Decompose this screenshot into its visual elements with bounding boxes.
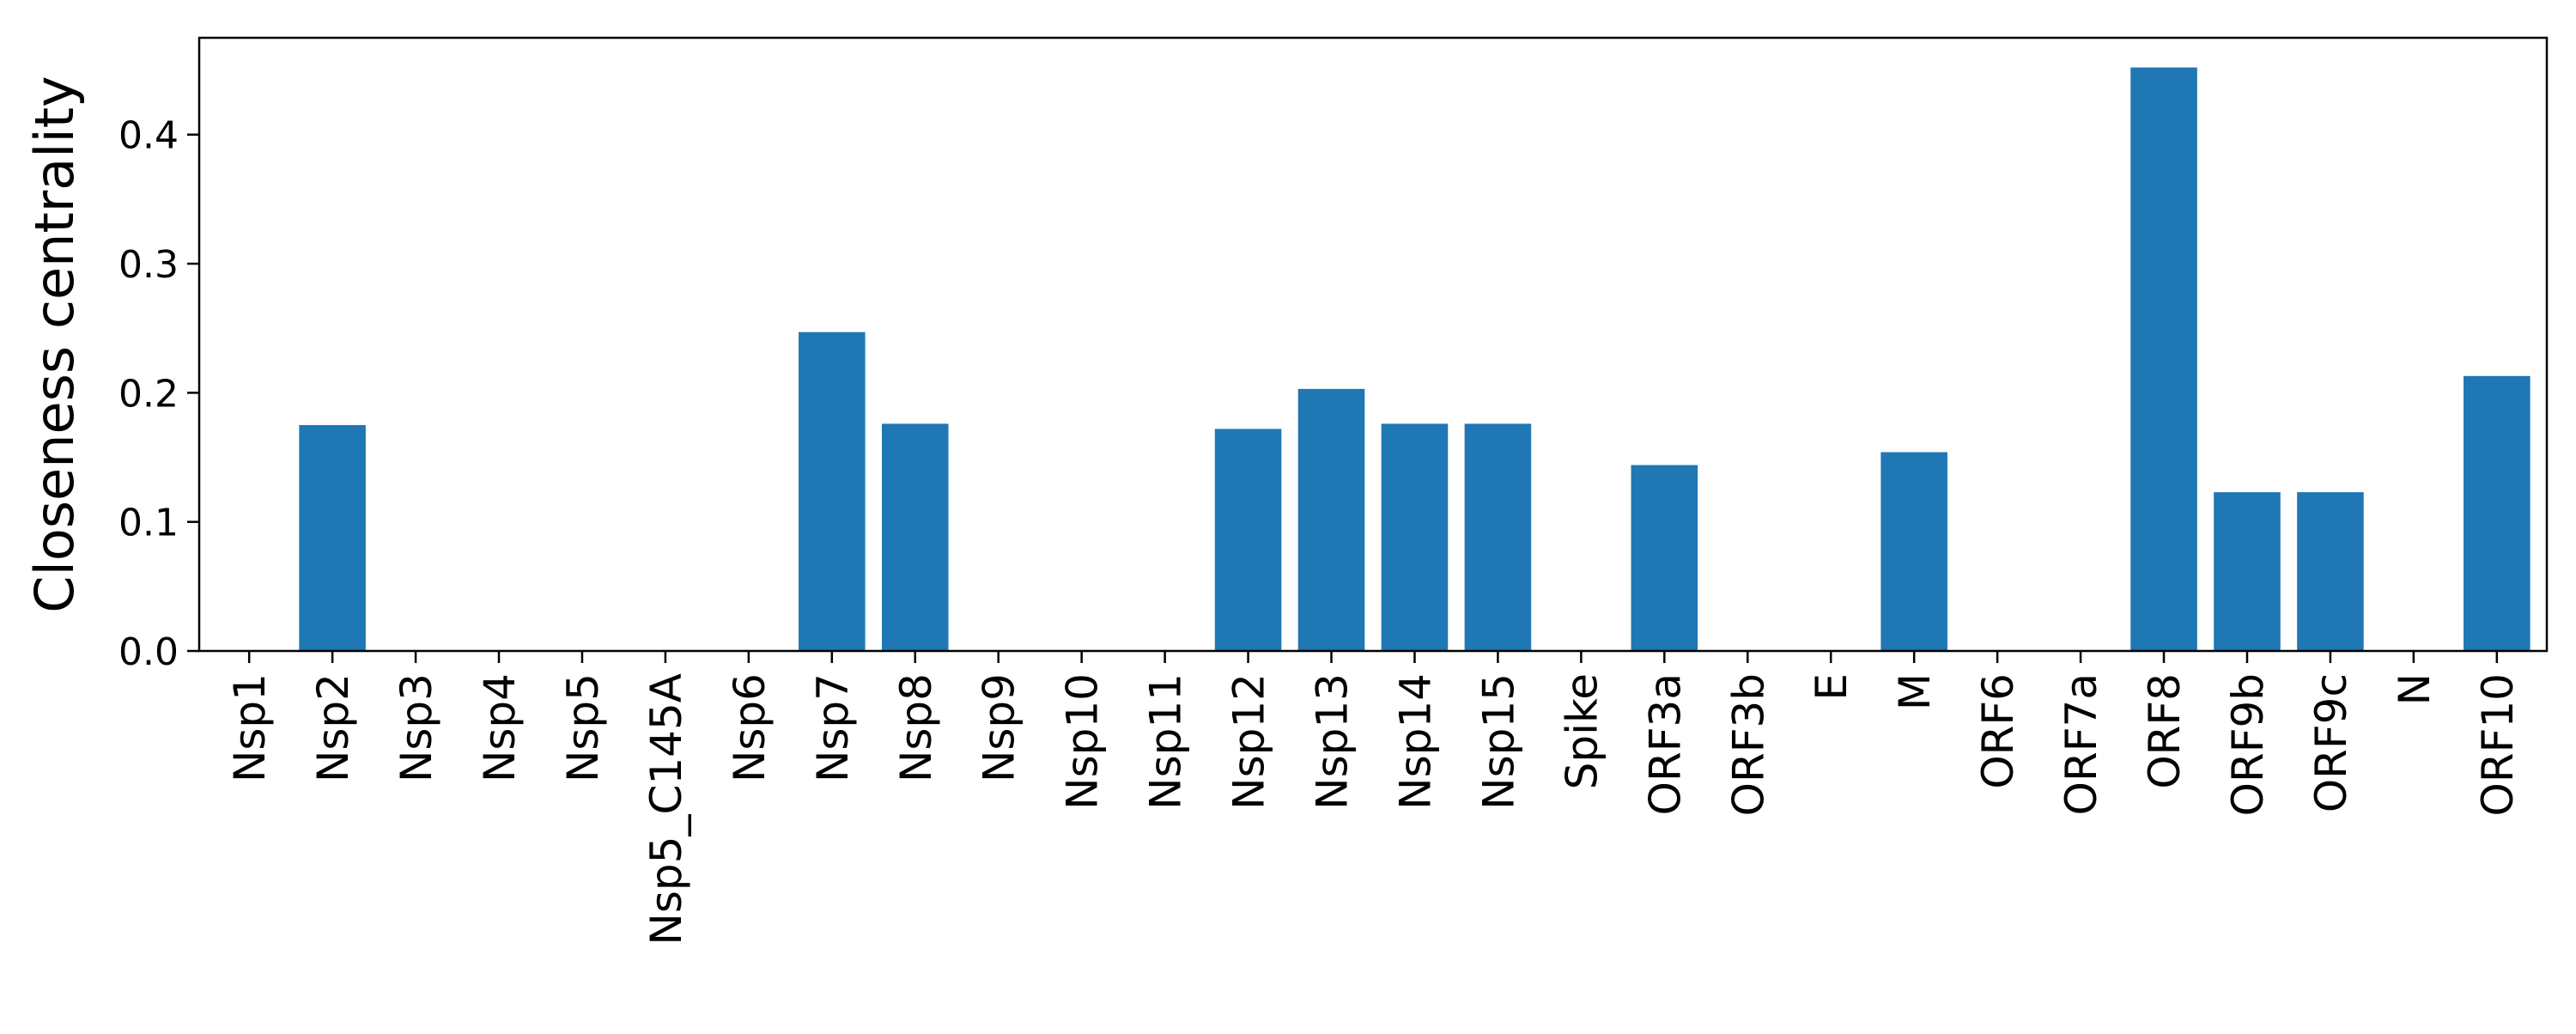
x-tick-label: Nsp5_C145A <box>641 673 691 946</box>
bar-orf9b <box>2214 492 2281 651</box>
x-tick-label: ORF8 <box>2140 673 2190 789</box>
bar-nsp12 <box>1214 429 1282 651</box>
bar-orf3a <box>1631 465 1698 651</box>
x-tick-label: ORF3a <box>1640 673 1690 815</box>
bar-nsp8 <box>881 423 949 651</box>
y-tick-label: 0.3 <box>118 243 179 287</box>
bar-orf8 <box>2130 67 2197 651</box>
x-tick-label: Nsp7 <box>808 673 858 782</box>
x-tick-label: Nsp9 <box>975 673 1024 782</box>
y-tick-label: 0.2 <box>118 372 179 416</box>
x-tick-label: M <box>1890 673 1940 710</box>
x-tick-label: Nsp10 <box>1058 673 1108 810</box>
bar-nsp13 <box>1297 388 1365 651</box>
x-tick-label: Spike <box>1557 673 1607 789</box>
x-tick-label: Nsp5 <box>558 673 608 782</box>
x-tick-label: ORF9b <box>2223 673 2273 816</box>
x-tick-label: ORF7a <box>2057 673 2106 815</box>
bar-nsp15 <box>1464 423 1532 651</box>
x-tick-label: Nsp4 <box>475 673 525 782</box>
x-tick-label: Nsp8 <box>891 673 941 782</box>
bar-m <box>1880 452 1947 651</box>
plot-frame <box>197 36 2549 653</box>
x-tick-label: Nsp2 <box>308 673 358 782</box>
bar-nsp7 <box>799 331 866 651</box>
y-tick-label: 0.4 <box>118 114 179 158</box>
x-tick-label: Nsp12 <box>1224 673 1274 810</box>
bar-nsp2 <box>299 424 366 651</box>
y-tick-label: 0.0 <box>118 630 179 674</box>
x-tick-label: N <box>2390 673 2439 705</box>
x-tick-label: E <box>1807 673 1856 701</box>
y-axis: 0.0 0.1 0.2 0.3 0.4 <box>118 114 199 674</box>
bar-orf9c <box>2297 492 2364 651</box>
x-tick-label: ORF10 <box>2473 673 2523 816</box>
x-tick-label: Nsp14 <box>1390 673 1440 810</box>
y-tick-label: 0.1 <box>118 502 179 545</box>
x-tick-label: ORF9c <box>2306 673 2356 812</box>
x-tick-label: ORF3b <box>1723 673 1773 816</box>
x-tick-label: Nsp13 <box>1308 673 1358 810</box>
x-tick-label: Nsp6 <box>725 673 775 782</box>
bar-nsp14 <box>1381 423 1449 651</box>
x-tick-label: Nsp11 <box>1141 673 1191 810</box>
y-axis-label: Closeness centrality <box>23 76 86 612</box>
x-tick-label: Nsp15 <box>1473 673 1523 810</box>
x-tick-label: ORF6 <box>1973 673 2023 789</box>
x-tick-label: Nsp1 <box>225 673 275 782</box>
x-axis: Nsp1 Nsp2 Nsp3 Nsp4 Nsp5 Nsp5_C145A Nsp6 Nsp7 Ns… <box>225 651 2523 946</box>
x-tick-label: Nsp3 <box>392 673 441 782</box>
bar-orf10 <box>2464 375 2530 651</box>
bars-layer <box>299 67 2530 651</box>
